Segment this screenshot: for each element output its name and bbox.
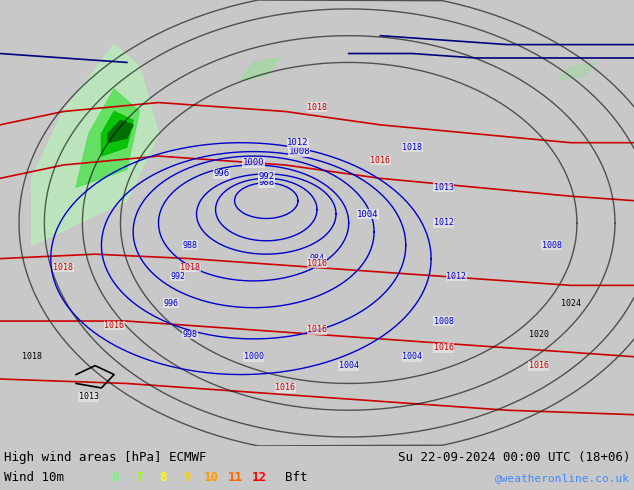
Text: 1008: 1008 [434, 317, 454, 325]
Polygon shape [241, 58, 279, 80]
Text: Su 22-09-2024 00:00 UTC (18+06): Su 22-09-2024 00:00 UTC (18+06) [398, 451, 630, 465]
Text: High wind areas [hPa] ECMWF: High wind areas [hPa] ECMWF [4, 451, 207, 465]
Text: 1013: 1013 [79, 392, 99, 401]
Text: 1016: 1016 [370, 156, 391, 165]
Text: 1013: 1013 [434, 183, 454, 192]
Text: 1008: 1008 [288, 147, 310, 156]
Text: 998: 998 [183, 330, 198, 339]
Text: 1000: 1000 [243, 352, 264, 361]
Text: 1018: 1018 [180, 263, 200, 272]
Text: 11: 11 [228, 471, 242, 485]
Text: 1018: 1018 [307, 102, 327, 112]
Text: 1024: 1024 [560, 299, 581, 308]
Text: 12: 12 [252, 471, 266, 485]
Text: 984: 984 [309, 254, 325, 263]
Text: 10: 10 [204, 471, 219, 485]
Text: 992: 992 [170, 272, 185, 281]
Text: 7: 7 [135, 471, 143, 485]
Text: 9: 9 [183, 471, 191, 485]
Text: 1016: 1016 [307, 259, 327, 268]
Text: 988: 988 [183, 241, 198, 250]
Text: 1012: 1012 [287, 138, 309, 147]
Text: @weatheronline.co.uk: @weatheronline.co.uk [495, 473, 630, 483]
Text: 1018: 1018 [22, 352, 42, 361]
Text: Wind 10m: Wind 10m [4, 471, 64, 485]
Text: 1012: 1012 [434, 219, 454, 227]
Text: 1012: 1012 [446, 272, 467, 281]
Text: 1018: 1018 [53, 263, 74, 272]
Text: 1004: 1004 [357, 210, 378, 219]
Text: 1016: 1016 [529, 361, 549, 370]
Text: 992: 992 [258, 172, 275, 181]
Text: 996: 996 [164, 299, 179, 308]
Text: 1004: 1004 [339, 361, 359, 370]
Text: 1000: 1000 [243, 158, 264, 167]
Polygon shape [101, 112, 133, 156]
Text: 1016: 1016 [434, 343, 454, 352]
Polygon shape [108, 121, 133, 143]
Polygon shape [558, 62, 596, 80]
Text: 6: 6 [111, 471, 119, 485]
Text: Bft: Bft [285, 471, 307, 485]
Text: 1018: 1018 [402, 143, 422, 151]
Text: 1020: 1020 [529, 330, 549, 339]
Text: 1004: 1004 [402, 352, 422, 361]
Polygon shape [32, 45, 158, 245]
Text: 1016: 1016 [307, 325, 327, 335]
Polygon shape [76, 89, 139, 187]
Polygon shape [0, 0, 634, 446]
Text: 1016: 1016 [275, 384, 295, 392]
Text: 1008: 1008 [541, 241, 562, 250]
Text: 1016: 1016 [104, 321, 124, 330]
Text: 988: 988 [258, 178, 275, 187]
Text: 8: 8 [159, 471, 167, 485]
Text: 996: 996 [214, 170, 230, 178]
